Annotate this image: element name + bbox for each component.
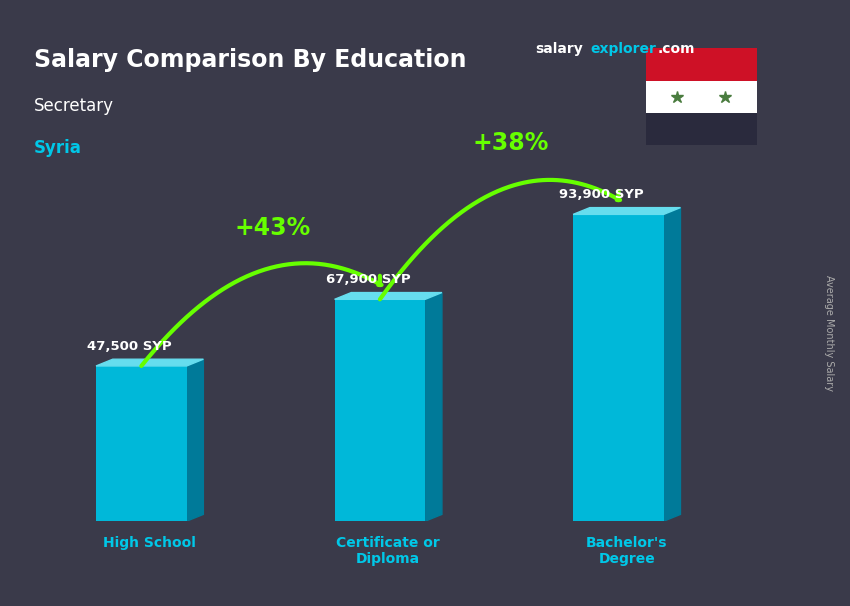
Text: Secretary: Secretary xyxy=(34,97,114,115)
Bar xyxy=(646,48,756,81)
Polygon shape xyxy=(425,293,442,521)
Polygon shape xyxy=(335,293,442,299)
Text: 47,500 SYP: 47,500 SYP xyxy=(87,340,172,353)
Bar xyxy=(96,366,187,521)
Text: Syria: Syria xyxy=(34,139,82,158)
Text: 67,900 SYP: 67,900 SYP xyxy=(326,273,411,286)
Text: 93,900 SYP: 93,900 SYP xyxy=(559,188,644,201)
Text: +43%: +43% xyxy=(235,216,310,240)
Text: Average Monthly Salary: Average Monthly Salary xyxy=(824,275,834,391)
Text: salary: salary xyxy=(536,42,583,56)
Bar xyxy=(335,299,425,521)
Text: Salary Comparison By Education: Salary Comparison By Education xyxy=(34,48,467,73)
Text: High School: High School xyxy=(103,536,196,550)
Text: explorer: explorer xyxy=(591,42,656,56)
Text: Certificate or
Diploma: Certificate or Diploma xyxy=(337,536,440,567)
Bar xyxy=(573,215,664,521)
Polygon shape xyxy=(573,208,681,215)
Text: Bachelor's
Degree: Bachelor's Degree xyxy=(586,536,667,567)
Bar xyxy=(646,81,756,113)
Polygon shape xyxy=(187,359,203,521)
Text: .com: .com xyxy=(658,42,695,56)
Bar xyxy=(646,113,756,145)
Polygon shape xyxy=(96,359,203,366)
Polygon shape xyxy=(664,208,681,521)
Text: +38%: +38% xyxy=(473,131,549,155)
